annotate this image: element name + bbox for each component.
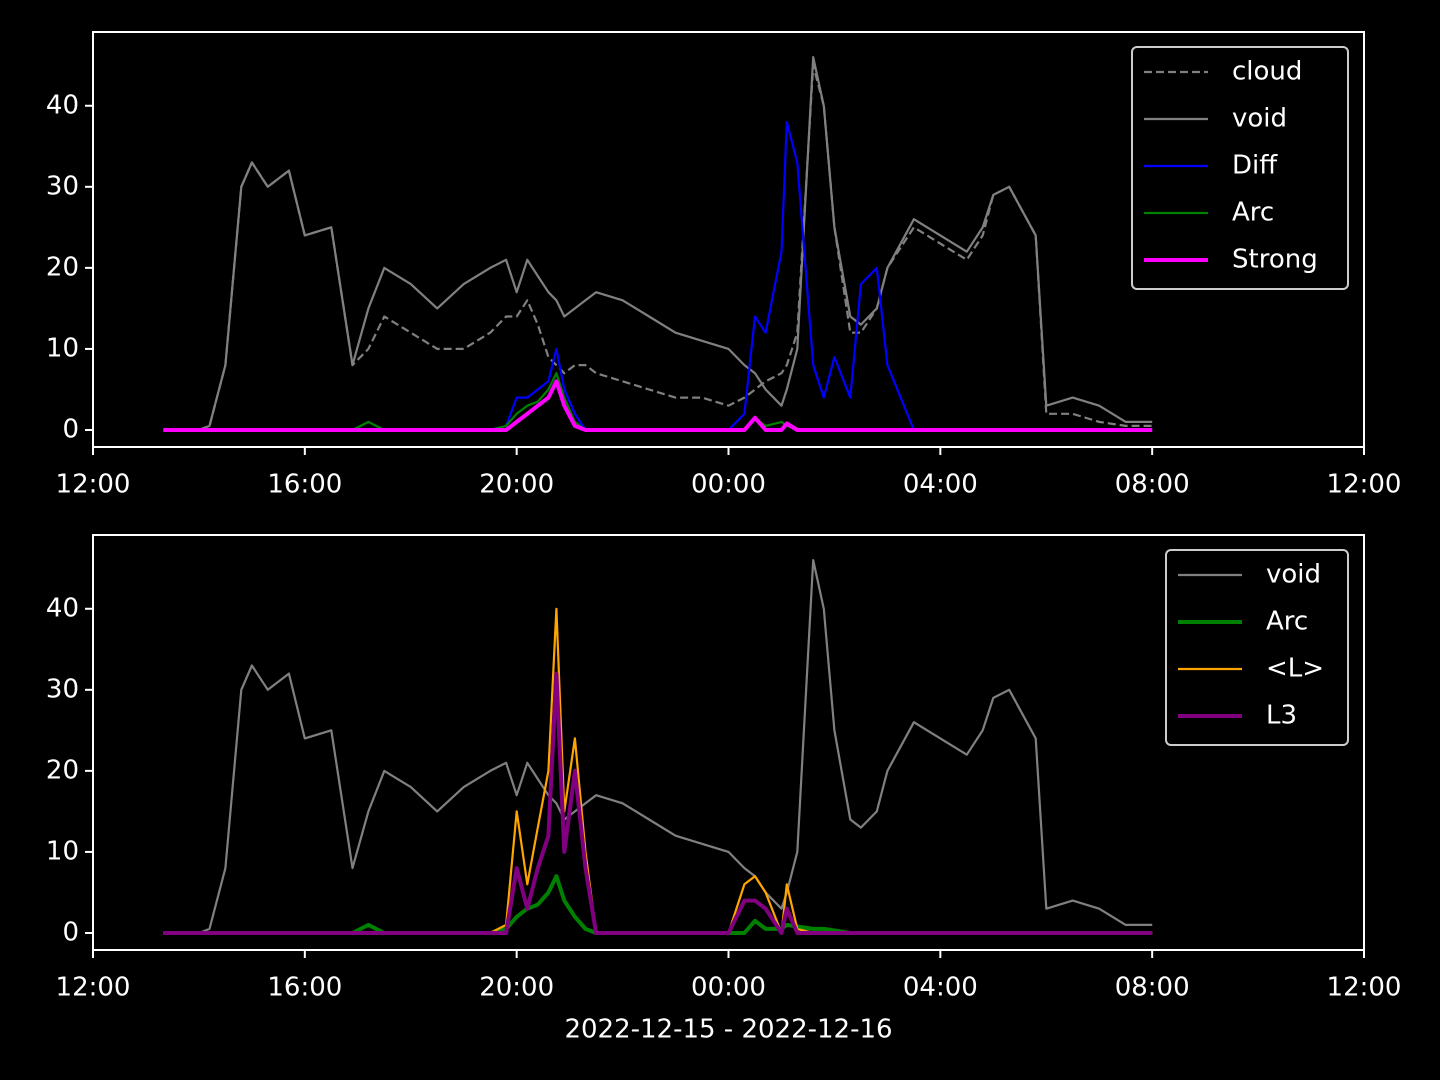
y-tick-label: 40: [46, 593, 79, 623]
data-line: [163, 56, 1153, 432]
x-axis-label: 2022-12-15 - 2022-12-16: [564, 1015, 892, 1045]
y-tick-label: 0: [62, 917, 79, 947]
data-line: [163, 120, 1153, 432]
y-tick-label: 40: [46, 90, 79, 120]
x-tick-label: 12:00: [56, 973, 131, 1003]
x-tick-label: 00:00: [691, 470, 766, 500]
data-line: [163, 671, 1153, 935]
x-tick-label: 20:00: [479, 973, 554, 1003]
axes-frame: [92, 534, 1365, 951]
y-tick-label: 0: [62, 414, 79, 444]
legend-label: cloud: [1232, 57, 1302, 87]
y-tick-label: 30: [46, 171, 79, 201]
y-tick-label: 20: [46, 252, 79, 282]
x-tick-label: 12:00: [1327, 973, 1402, 1003]
y-tick-label: 30: [46, 674, 79, 704]
data-line: [163, 607, 1153, 935]
data-line: [163, 372, 1153, 432]
legend-label: void: [1232, 104, 1287, 134]
legend-box: [1131, 46, 1349, 290]
data-line: [163, 559, 1153, 935]
x-tick-label: 16:00: [267, 973, 342, 1003]
legend-label: L3: [1266, 701, 1297, 731]
x-tick-label: 08:00: [1115, 973, 1190, 1003]
legend-box: [1165, 549, 1349, 746]
data-line: [163, 64, 1153, 432]
legend-label: <L>: [1266, 654, 1324, 684]
x-tick-label: 16:00: [267, 470, 342, 500]
y-tick-label: 20: [46, 755, 79, 785]
axes-frame: [92, 31, 1365, 448]
legend-label: Strong: [1232, 245, 1318, 275]
legend-label: Diff: [1232, 151, 1278, 181]
data-line: [163, 379, 1153, 432]
y-tick-label: 10: [46, 836, 79, 866]
x-tick-label: 08:00: [1115, 470, 1190, 500]
x-tick-label: 04:00: [903, 973, 978, 1003]
x-tick-label: 12:00: [56, 470, 131, 500]
x-tick-label: 12:00: [1327, 470, 1402, 500]
x-tick-label: 20:00: [479, 470, 554, 500]
y-tick-label: 10: [46, 333, 79, 363]
legend-label: Arc: [1232, 198, 1274, 228]
legend-label: Arc: [1266, 607, 1308, 637]
x-tick-label: 00:00: [691, 973, 766, 1003]
legend-label: void: [1266, 560, 1321, 590]
x-tick-label: 04:00: [903, 470, 978, 500]
data-line: [163, 874, 1153, 935]
